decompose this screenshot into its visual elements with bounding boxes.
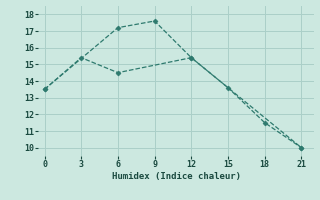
X-axis label: Humidex (Indice chaleur): Humidex (Indice chaleur) bbox=[111, 172, 241, 181]
